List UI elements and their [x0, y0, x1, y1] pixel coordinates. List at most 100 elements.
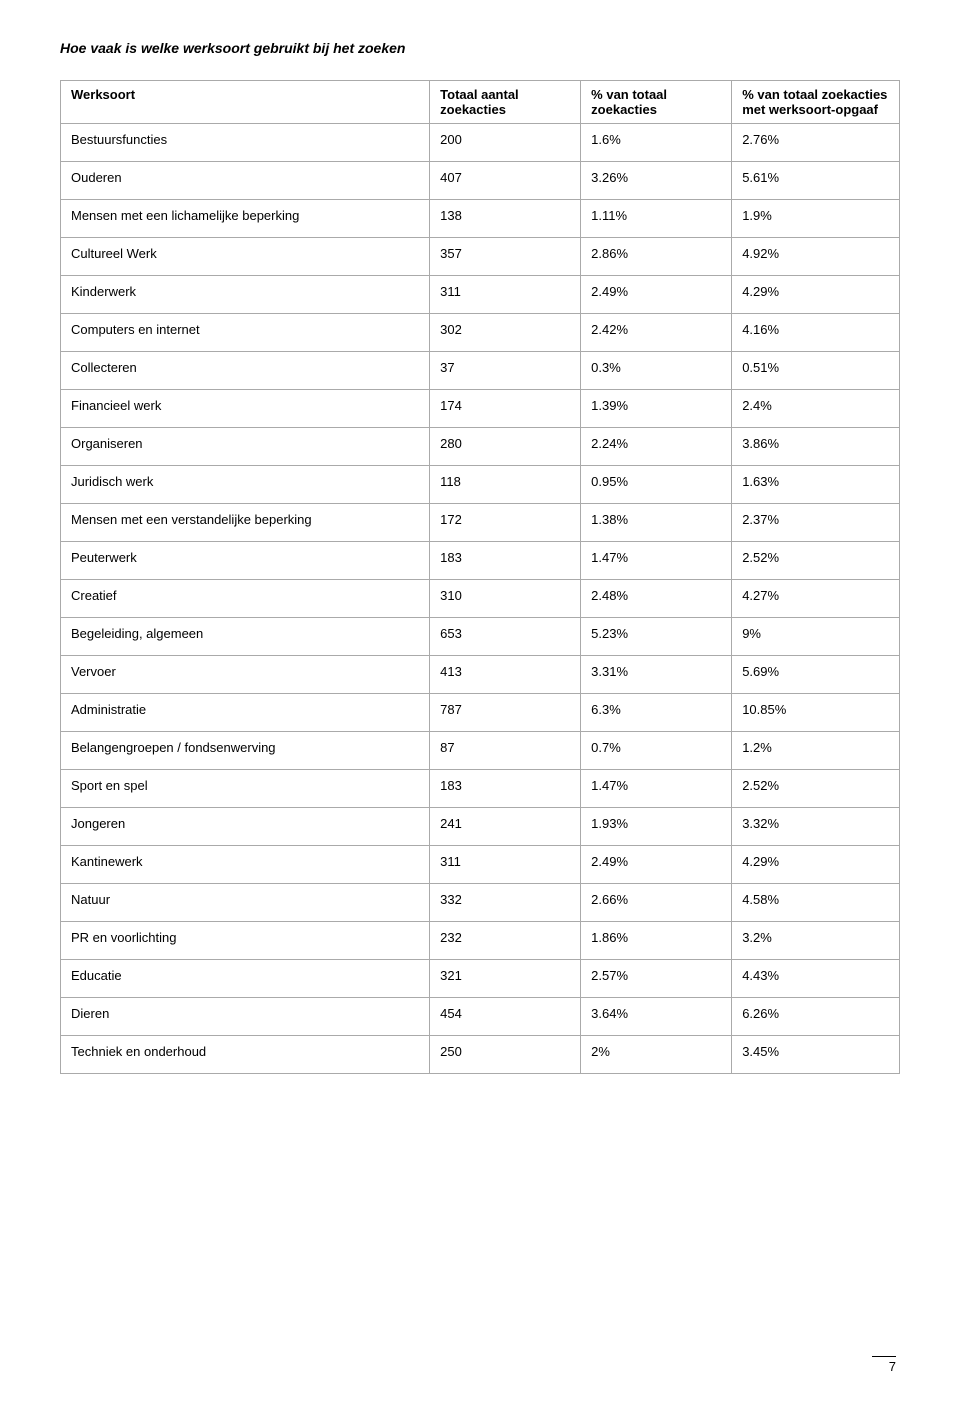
cell-c1: 172	[430, 504, 581, 542]
cell-c0: Kinderwerk	[61, 276, 430, 314]
cell-c3: 4.58%	[732, 884, 900, 922]
cell-c0: Vervoer	[61, 656, 430, 694]
cell-c1: 413	[430, 656, 581, 694]
cell-c1: 183	[430, 770, 581, 808]
cell-c2: 6.3%	[581, 694, 732, 732]
cell-c1: 87	[430, 732, 581, 770]
table-row: Mensen met een lichamelijke beperking138…	[61, 200, 900, 238]
col-header-pct-totaal: % van totaal zoekacties	[581, 81, 732, 124]
cell-c0: Creatief	[61, 580, 430, 618]
cell-c1: 311	[430, 846, 581, 884]
cell-c3: 4.27%	[732, 580, 900, 618]
table-row: Bestuursfuncties2001.6%2.76%	[61, 124, 900, 162]
table-row: Belangengroepen / fondsenwerving870.7%1.…	[61, 732, 900, 770]
page-number: 7	[872, 1356, 896, 1374]
cell-c3: 9%	[732, 618, 900, 656]
cell-c0: Dieren	[61, 998, 430, 1036]
cell-c3: 1.2%	[732, 732, 900, 770]
cell-c1: 280	[430, 428, 581, 466]
cell-c1: 183	[430, 542, 581, 580]
table-row: Computers en internet3022.42%4.16%	[61, 314, 900, 352]
cell-c3: 2.52%	[732, 770, 900, 808]
cell-c1: 357	[430, 238, 581, 276]
cell-c1: 200	[430, 124, 581, 162]
cell-c1: 787	[430, 694, 581, 732]
table-row: Mensen met een verstandelijke beperking1…	[61, 504, 900, 542]
table-row: Administratie7876.3%10.85%	[61, 694, 900, 732]
cell-c3: 3.86%	[732, 428, 900, 466]
cell-c2: 1.93%	[581, 808, 732, 846]
table-header-row: Werksoort Totaal aantal zoekacties % van…	[61, 81, 900, 124]
cell-c2: 0.7%	[581, 732, 732, 770]
cell-c3: 2.37%	[732, 504, 900, 542]
cell-c3: 2.4%	[732, 390, 900, 428]
cell-c3: 3.45%	[732, 1036, 900, 1074]
cell-c2: 2.49%	[581, 276, 732, 314]
cell-c1: 118	[430, 466, 581, 504]
cell-c1: 311	[430, 276, 581, 314]
cell-c2: 2.86%	[581, 238, 732, 276]
cell-c0: Mensen met een lichamelijke beperking	[61, 200, 430, 238]
cell-c2: 2.57%	[581, 960, 732, 998]
cell-c1: 407	[430, 162, 581, 200]
cell-c2: 1.11%	[581, 200, 732, 238]
cell-c3: 3.2%	[732, 922, 900, 960]
cell-c0: Educatie	[61, 960, 430, 998]
cell-c0: Peuterwerk	[61, 542, 430, 580]
cell-c0: Belangengroepen / fondsenwerving	[61, 732, 430, 770]
table-row: Sport en spel1831.47%2.52%	[61, 770, 900, 808]
table-row: Kantinewerk3112.49%4.29%	[61, 846, 900, 884]
table-row: Educatie3212.57%4.43%	[61, 960, 900, 998]
col-header-werksoort: Werksoort	[61, 81, 430, 124]
cell-c2: 2.42%	[581, 314, 732, 352]
cell-c0: Cultureel Werk	[61, 238, 430, 276]
cell-c2: 2.49%	[581, 846, 732, 884]
cell-c1: 241	[430, 808, 581, 846]
cell-c1: 174	[430, 390, 581, 428]
cell-c3: 6.26%	[732, 998, 900, 1036]
cell-c3: 4.16%	[732, 314, 900, 352]
cell-c0: Bestuursfuncties	[61, 124, 430, 162]
cell-c0: Collecteren	[61, 352, 430, 390]
cell-c2: 2.24%	[581, 428, 732, 466]
table-row: Jongeren2411.93%3.32%	[61, 808, 900, 846]
table-row: Cultureel Werk3572.86%4.92%	[61, 238, 900, 276]
table-row: Kinderwerk3112.49%4.29%	[61, 276, 900, 314]
table-row: Natuur3322.66%4.58%	[61, 884, 900, 922]
table-row: Creatief3102.48%4.27%	[61, 580, 900, 618]
cell-c0: PR en voorlichting	[61, 922, 430, 960]
cell-c0: Financieel werk	[61, 390, 430, 428]
cell-c2: 3.64%	[581, 998, 732, 1036]
cell-c0: Techniek en onderhoud	[61, 1036, 430, 1074]
cell-c2: 2%	[581, 1036, 732, 1074]
cell-c2: 1.47%	[581, 770, 732, 808]
cell-c0: Computers en internet	[61, 314, 430, 352]
cell-c1: 37	[430, 352, 581, 390]
cell-c0: Kantinewerk	[61, 846, 430, 884]
col-header-totaal: Totaal aantal zoekacties	[430, 81, 581, 124]
cell-c2: 2.66%	[581, 884, 732, 922]
cell-c1: 250	[430, 1036, 581, 1074]
table-row: Vervoer4133.31%5.69%	[61, 656, 900, 694]
cell-c0: Organiseren	[61, 428, 430, 466]
cell-c0: Juridisch werk	[61, 466, 430, 504]
cell-c3: 1.63%	[732, 466, 900, 504]
cell-c2: 5.23%	[581, 618, 732, 656]
table-body: Bestuursfuncties2001.6%2.76%Ouderen4073.…	[61, 124, 900, 1074]
cell-c0: Natuur	[61, 884, 430, 922]
cell-c0: Begeleiding, algemeen	[61, 618, 430, 656]
cell-c3: 10.85%	[732, 694, 900, 732]
cell-c3: 2.52%	[732, 542, 900, 580]
table-row: Juridisch werk1180.95%1.63%	[61, 466, 900, 504]
cell-c2: 2.48%	[581, 580, 732, 618]
table-row: Collecteren370.3%0.51%	[61, 352, 900, 390]
cell-c2: 1.38%	[581, 504, 732, 542]
cell-c2: 3.31%	[581, 656, 732, 694]
table-row: Dieren4543.64%6.26%	[61, 998, 900, 1036]
table-row: Peuterwerk1831.47%2.52%	[61, 542, 900, 580]
table-row: PR en voorlichting2321.86%3.2%	[61, 922, 900, 960]
cell-c3: 3.32%	[732, 808, 900, 846]
cell-c2: 0.95%	[581, 466, 732, 504]
table-row: Begeleiding, algemeen6535.23%9%	[61, 618, 900, 656]
cell-c2: 3.26%	[581, 162, 732, 200]
